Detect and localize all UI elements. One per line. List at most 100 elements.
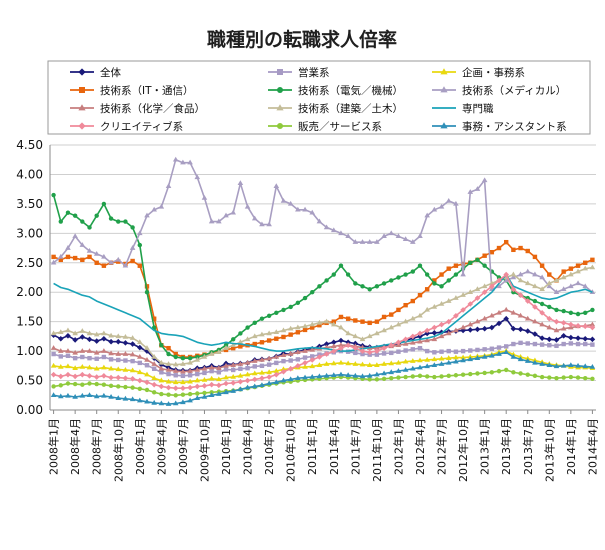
- data-point: [245, 365, 250, 371]
- data-point: [129, 375, 136, 382]
- data-point: [180, 159, 186, 165]
- data-point: [287, 325, 294, 331]
- data-point: [475, 347, 480, 353]
- data-point: [403, 348, 408, 353]
- data-point: [445, 298, 452, 303]
- data-point: [194, 356, 201, 362]
- data-point: [352, 372, 359, 378]
- data-point: [259, 356, 265, 362]
- data-point: [115, 338, 122, 345]
- data-point: [309, 374, 316, 379]
- data-point: [129, 335, 136, 340]
- data-point: [187, 391, 193, 397]
- data-point: [122, 262, 129, 268]
- data-point: [381, 351, 387, 356]
- legend-label: 営業系: [298, 66, 330, 79]
- data-point: [230, 367, 236, 373]
- data-point: [295, 363, 301, 369]
- data-point: [115, 395, 122, 400]
- data-point: [151, 366, 157, 371]
- series-line: [53, 369, 593, 397]
- data-point: [353, 350, 358, 356]
- data-point: [366, 239, 373, 244]
- data-point: [108, 216, 114, 221]
- data-point: [273, 183, 280, 188]
- data-point: [101, 348, 107, 353]
- legend-swatch-marker: [79, 87, 85, 93]
- legend-swatch-marker: [78, 122, 86, 130]
- data-point: [518, 245, 523, 251]
- data-point: [281, 358, 286, 364]
- series-line: [53, 317, 593, 372]
- data-point: [137, 263, 143, 268]
- data-point: [367, 287, 372, 292]
- data-point: [317, 323, 322, 328]
- data-point: [280, 327, 287, 333]
- x-tick-label: 2009年10月: [197, 418, 211, 482]
- data-point: [511, 247, 516, 253]
- data-point: [445, 330, 452, 336]
- x-tick-label: 2010年7月: [262, 418, 276, 475]
- data-point: [158, 365, 165, 371]
- data-point: [165, 384, 172, 391]
- data-point: [237, 339, 244, 345]
- series-7: [50, 306, 596, 374]
- data-point: [489, 283, 495, 290]
- data-point: [51, 192, 56, 198]
- data-point: [589, 324, 596, 331]
- data-point: [582, 283, 589, 289]
- x-tick-label: 2012年7月: [435, 418, 449, 475]
- data-point: [173, 354, 178, 360]
- data-point: [244, 384, 251, 390]
- data-point: [345, 316, 351, 321]
- data-point: [72, 373, 78, 380]
- data-point: [323, 351, 330, 357]
- data-point: [503, 277, 509, 283]
- data-point: [366, 349, 373, 356]
- data-point: [295, 375, 301, 380]
- data-point: [165, 378, 172, 384]
- data-point: [539, 374, 545, 380]
- data-point: [381, 370, 387, 376]
- data-point: [366, 333, 373, 339]
- data-point: [230, 380, 236, 386]
- data-point: [547, 272, 552, 277]
- series-6: [50, 156, 596, 294]
- data-point: [388, 360, 395, 366]
- data-point: [101, 201, 107, 207]
- data-point: [158, 400, 165, 406]
- x-tick-label: 2013年7月: [521, 418, 535, 475]
- data-point: [417, 338, 423, 344]
- data-point: [316, 354, 323, 360]
- data-point: [467, 356, 474, 362]
- data-point: [410, 339, 416, 345]
- data-point: [230, 374, 236, 379]
- data-point: [130, 358, 135, 364]
- data-point: [309, 346, 316, 352]
- data-point: [72, 381, 78, 387]
- y-tick-label: 1.50: [16, 315, 43, 329]
- data-point: [374, 239, 380, 244]
- data-point: [80, 382, 85, 387]
- data-point: [489, 324, 495, 331]
- data-point: [424, 374, 430, 379]
- data-point: [194, 377, 201, 383]
- data-point: [330, 348, 337, 354]
- data-point: [180, 399, 186, 405]
- data-point: [496, 351, 502, 356]
- data-point: [568, 266, 574, 271]
- data-point: [94, 356, 99, 361]
- data-point: [474, 326, 481, 333]
- data-point: [137, 369, 143, 375]
- data-point: [481, 325, 488, 332]
- data-point: [323, 361, 330, 366]
- data-point: [353, 281, 358, 286]
- x-tick-label: 2011年1月: [305, 418, 319, 475]
- data-point: [86, 336, 93, 343]
- legend-swatch-marker: [440, 122, 448, 129]
- data-point: [460, 372, 466, 377]
- data-point: [432, 374, 437, 380]
- legend-swatch-marker: [277, 123, 283, 129]
- data-point: [396, 375, 401, 380]
- data-point: [575, 311, 581, 317]
